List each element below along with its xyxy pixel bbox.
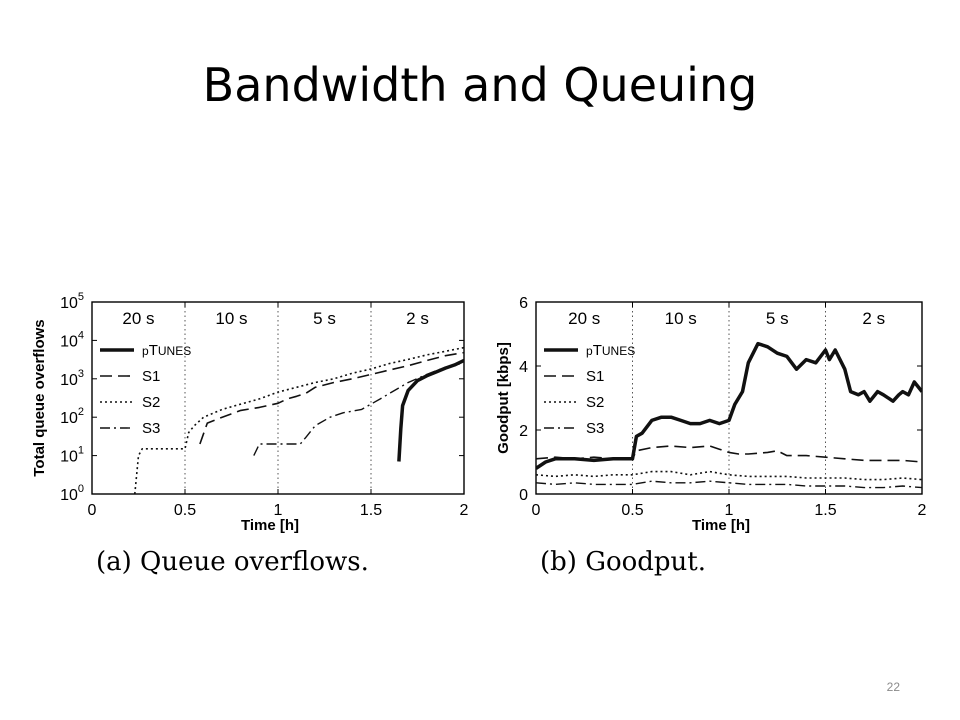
period-label: 20 s bbox=[122, 309, 154, 328]
legend-entry: S2 bbox=[586, 394, 604, 411]
y-tick-label: 100 bbox=[60, 483, 84, 504]
y-tick-label: 4 bbox=[519, 359, 528, 376]
series-line-s2 bbox=[134, 346, 464, 494]
period-label: 2 s bbox=[862, 309, 885, 328]
series-line-s3 bbox=[253, 362, 464, 456]
series-line-s1 bbox=[536, 445, 922, 463]
x-tick-label: 0 bbox=[88, 502, 97, 519]
chart-caption: (b) Goodput. bbox=[540, 547, 706, 577]
y-tick-label: 104 bbox=[60, 329, 84, 350]
period-label: 5 s bbox=[313, 309, 336, 328]
series-line-ptunes bbox=[397, 358, 464, 462]
y-tick-label: 103 bbox=[60, 368, 84, 389]
legend-entry: S2 bbox=[142, 394, 160, 411]
y-tick-label: 2 bbox=[519, 423, 528, 440]
x-tick-label: 0 bbox=[532, 502, 541, 519]
y-axis-label: Goodput [kbps] bbox=[495, 342, 512, 454]
y-axis-label: Total queue overflows bbox=[31, 319, 48, 476]
x-tick-label: 1 bbox=[725, 502, 734, 519]
series-line-s3 bbox=[536, 480, 922, 489]
x-tick-label: 0.5 bbox=[174, 502, 196, 519]
series-line-ptunes bbox=[536, 341, 922, 470]
legend-entry: S1 bbox=[586, 368, 604, 385]
chart-panel-b: 20 s 10 s 5 s 2 s 0 0.5 1 1.5 2 0 2 4 6 Time [h] Goodp… bbox=[495, 295, 927, 577]
x-axis-label: Time [h] bbox=[692, 517, 750, 534]
period-label: 10 s bbox=[215, 309, 247, 328]
chart-panel-a: 20 s 10 s 5 s 2 s 0 0.5 1 1.5 2 100 101 102 103 104 10… bbox=[31, 291, 469, 577]
legend-entry: pTUNES bbox=[586, 342, 635, 359]
legend-entry: S3 bbox=[586, 420, 604, 437]
x-tick-label: 2 bbox=[460, 502, 469, 519]
page-number: 22 bbox=[886, 680, 900, 694]
x-axis-label: Time [h] bbox=[241, 517, 299, 534]
legend-entry: S1 bbox=[142, 368, 160, 385]
y-tick-label: 0 bbox=[519, 487, 528, 504]
x-tick-label: 0.5 bbox=[621, 502, 643, 519]
x-tick-label: 1 bbox=[274, 502, 283, 519]
chart-caption: (a) Queue overflows. bbox=[96, 547, 369, 577]
y-tick-label: 6 bbox=[519, 295, 528, 312]
x-tick-label: 1.5 bbox=[360, 502, 382, 519]
y-tick-label: 101 bbox=[60, 445, 84, 466]
period-label: 5 s bbox=[766, 309, 789, 328]
x-tick-label: 2 bbox=[918, 502, 927, 519]
y-tick-label: 102 bbox=[60, 406, 84, 427]
y-tick-label: 105 bbox=[60, 291, 84, 312]
slide-title: Bandwidth and Queuing bbox=[202, 58, 758, 112]
legend-entry: pTUNES bbox=[142, 342, 191, 359]
period-label: 10 s bbox=[665, 309, 697, 328]
x-tick-label: 1.5 bbox=[814, 502, 836, 519]
period-label: 2 s bbox=[406, 309, 429, 328]
series-line-s1 bbox=[199, 351, 464, 445]
legend-entry: S3 bbox=[142, 420, 160, 437]
period-label: 20 s bbox=[568, 309, 600, 328]
